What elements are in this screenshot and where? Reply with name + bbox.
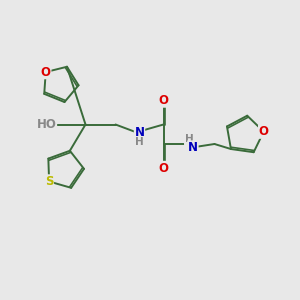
Text: O: O bbox=[158, 161, 169, 175]
Text: N: N bbox=[134, 125, 145, 139]
Text: O: O bbox=[41, 65, 51, 79]
Text: H: H bbox=[184, 134, 194, 145]
Text: O: O bbox=[158, 94, 169, 107]
Text: S: S bbox=[45, 175, 53, 188]
Text: H: H bbox=[135, 137, 144, 147]
Text: HO: HO bbox=[37, 118, 56, 131]
Text: O: O bbox=[259, 125, 269, 138]
Text: N: N bbox=[188, 141, 198, 154]
